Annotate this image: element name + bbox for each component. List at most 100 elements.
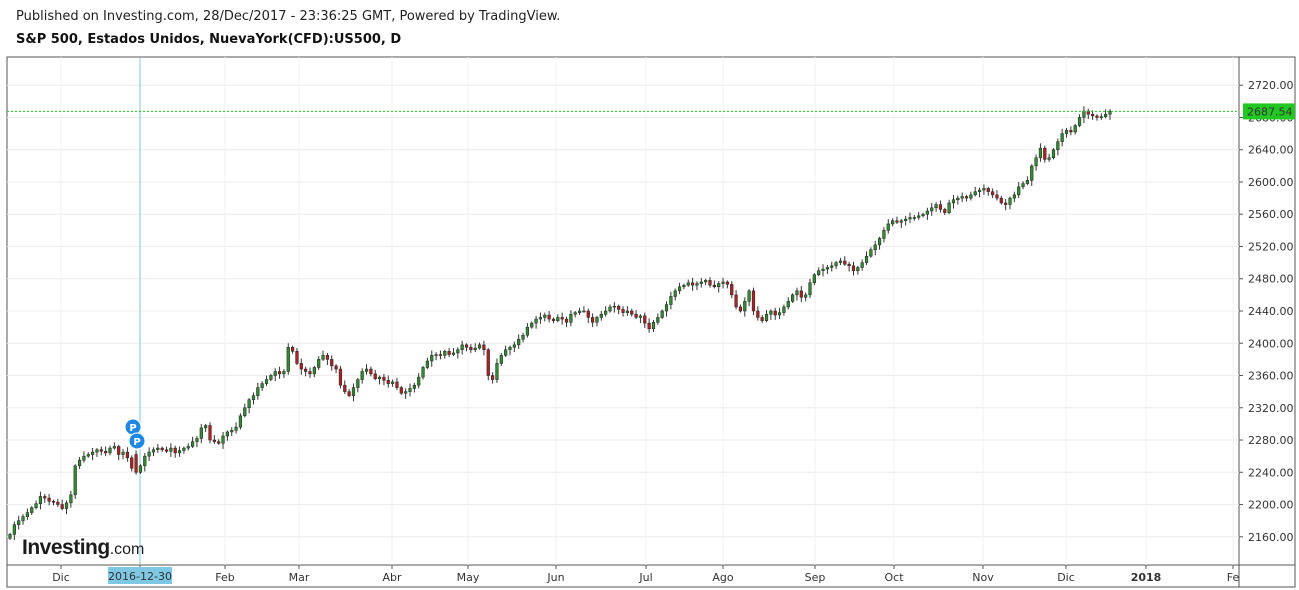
candle-body[interactable]	[264, 379, 269, 384]
candle-body[interactable]	[491, 375, 495, 380]
candle-body[interactable]	[760, 317, 764, 321]
candle-body[interactable]	[421, 367, 425, 378]
candle-body[interactable]	[304, 368, 308, 372]
candle-body[interactable]	[556, 317, 560, 321]
candle-body[interactable]	[347, 391, 351, 396]
candle-body[interactable]	[34, 503, 38, 508]
candle-body[interactable]	[143, 455, 147, 467]
candle-body[interactable]	[699, 281, 703, 284]
candle-body[interactable]	[230, 430, 234, 433]
candle-body[interactable]	[86, 454, 90, 457]
p-marker[interactable]	[128, 432, 146, 450]
candle-body[interactable]	[899, 220, 903, 223]
candle-body[interactable]	[30, 507, 34, 513]
candle-body[interactable]	[508, 347, 512, 350]
candle-body[interactable]	[338, 368, 343, 386]
candle-body[interactable]	[395, 381, 399, 388]
candle-body[interactable]	[638, 315, 643, 318]
candle-body[interactable]	[1030, 165, 1034, 181]
candle-body[interactable]	[204, 425, 208, 429]
candle-body[interactable]	[1060, 133, 1064, 142]
candle-body[interactable]	[986, 188, 990, 192]
candle-body[interactable]	[95, 449, 99, 453]
candle-body[interactable]	[999, 197, 1003, 204]
candle-body[interactable]	[447, 351, 451, 355]
candle-body[interactable]	[677, 286, 682, 292]
candle-body[interactable]	[269, 375, 273, 380]
candle-body[interactable]	[551, 318, 556, 321]
candle-body[interactable]	[386, 380, 390, 384]
candle-body[interactable]	[647, 322, 651, 329]
candle-body[interactable]	[891, 220, 895, 225]
candle-body[interactable]	[60, 504, 64, 509]
candle-body[interactable]	[704, 280, 708, 283]
candle-body[interactable]	[717, 283, 721, 288]
candle-body[interactable]	[299, 363, 303, 370]
candle-body[interactable]	[530, 322, 534, 328]
candle-body[interactable]	[82, 455, 86, 461]
candle-body[interactable]	[1025, 180, 1029, 184]
candle-body[interactable]	[808, 282, 812, 296]
candle-body[interactable]	[612, 305, 616, 308]
candle-body[interactable]	[138, 465, 143, 473]
candle-body[interactable]	[169, 447, 173, 452]
candle-body[interactable]	[330, 359, 334, 367]
candle-body[interactable]	[160, 447, 164, 450]
candle-body[interactable]	[256, 387, 260, 396]
candle-body[interactable]	[738, 306, 743, 312]
candle-body[interactable]	[956, 197, 960, 200]
candle-body[interactable]	[560, 317, 564, 320]
candle-body[interactable]	[812, 274, 816, 284]
candle-body[interactable]	[1012, 194, 1016, 199]
candle-body[interactable]	[604, 310, 608, 315]
candle-body[interactable]	[325, 355, 329, 360]
candle-body[interactable]	[121, 451, 125, 455]
candle-body[interactable]	[856, 267, 860, 271]
candle-body[interactable]	[238, 415, 243, 428]
candle-body[interactable]	[525, 326, 529, 336]
candle-body[interactable]	[1051, 149, 1056, 159]
candle-body[interactable]	[1077, 117, 1082, 126]
candle-body[interactable]	[947, 202, 951, 213]
candle-body[interactable]	[691, 282, 695, 286]
candle-body[interactable]	[895, 220, 899, 223]
candle-body[interactable]	[599, 313, 603, 318]
candle-body[interactable]	[543, 314, 547, 318]
candle-body[interactable]	[512, 344, 516, 348]
candle-body[interactable]	[130, 457, 134, 469]
candle-body[interactable]	[221, 435, 225, 444]
candle-body[interactable]	[943, 209, 947, 213]
candle-body[interactable]	[77, 459, 82, 467]
candle-body[interactable]	[751, 290, 756, 312]
candle-body[interactable]	[786, 301, 790, 308]
candle-body[interactable]	[695, 283, 699, 286]
candle-body[interactable]	[730, 284, 734, 296]
candle-body[interactable]	[664, 304, 669, 312]
candle-body[interactable]	[195, 438, 199, 442]
candle-body[interactable]	[617, 305, 621, 310]
candle-body[interactable]	[817, 270, 821, 275]
candle-body[interactable]	[669, 296, 673, 305]
candle-body[interactable]	[547, 314, 551, 320]
candle-body[interactable]	[982, 188, 986, 191]
candle-body[interactable]	[908, 217, 912, 220]
candle-body[interactable]	[517, 338, 521, 346]
candle-body[interactable]	[682, 284, 686, 288]
candle-body[interactable]	[964, 196, 969, 199]
candle-body[interactable]	[464, 344, 469, 348]
candle-body[interactable]	[969, 194, 973, 199]
candle-body[interactable]	[356, 379, 360, 388]
candle-body[interactable]	[495, 363, 499, 380]
candle-body[interactable]	[12, 524, 16, 535]
candle-body[interactable]	[377, 376, 382, 379]
candle-body[interactable]	[164, 449, 169, 452]
candle-body[interactable]	[569, 313, 573, 323]
candle-body[interactable]	[886, 223, 890, 231]
candle-body[interactable]	[208, 425, 212, 441]
candle-body[interactable]	[577, 310, 582, 313]
candle-body[interactable]	[1047, 157, 1051, 160]
candle-body[interactable]	[1091, 114, 1095, 117]
candle-body[interactable]	[825, 267, 829, 270]
candle-body[interactable]	[747, 290, 751, 302]
